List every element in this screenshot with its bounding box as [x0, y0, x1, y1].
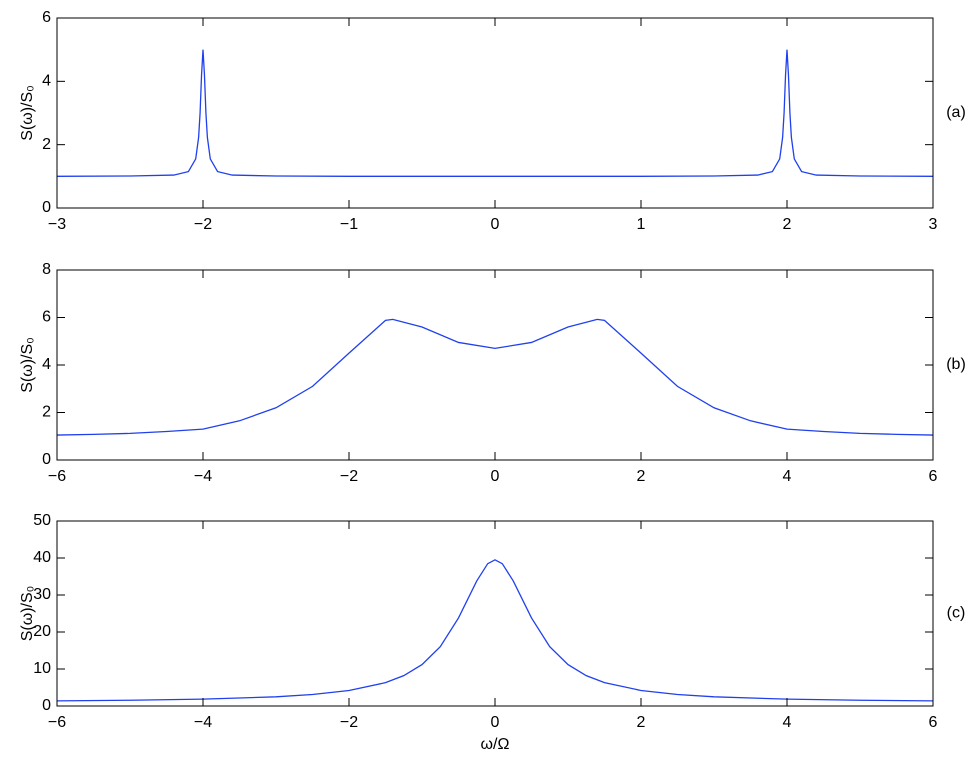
y-tick-label: 0 [42, 697, 51, 714]
x-tick-label: −4 [194, 714, 212, 731]
y-tick-label: 8 [42, 261, 51, 278]
panel-label: (a) [946, 104, 966, 121]
y-tick-label: 6 [42, 309, 51, 326]
axes-box [56, 17, 934, 209]
x-tick-label: −6 [48, 714, 66, 731]
y-tick-label: 2 [42, 404, 51, 421]
x-tick-label: 6 [929, 714, 938, 731]
y-tick-label: 2 [42, 136, 51, 153]
line-series [56, 559, 934, 702]
x-tick-label: 2 [637, 714, 646, 731]
x-tick-label: −2 [340, 468, 358, 485]
x-tick-label: 2 [783, 216, 792, 233]
x-tick-label: 6 [929, 468, 938, 485]
x-tick-label: 0 [491, 468, 500, 485]
line-series [56, 318, 934, 436]
axes-box [56, 269, 934, 461]
x-tick-label: 4 [783, 468, 792, 485]
axes-box [56, 520, 934, 707]
panel-label: (c) [947, 605, 966, 622]
y-tick-label: 50 [33, 512, 51, 529]
x-tick-label: 1 [637, 216, 646, 233]
y-axis-label: S(ω)/S₀ [19, 337, 36, 393]
x-tick-label: −6 [48, 468, 66, 485]
x-tick-label: −2 [194, 216, 212, 233]
y-axis-label: S(ω)/S₀ [19, 586, 36, 642]
x-axis-label: ω/Ω [481, 736, 510, 753]
y-tick-label: 4 [42, 356, 51, 373]
y-axis-label: S(ω)/S₀ [19, 85, 36, 141]
x-tick-label: −4 [194, 468, 212, 485]
x-tick-label: 0 [491, 216, 500, 233]
y-tick-label: 0 [42, 199, 51, 216]
panel-label: (b) [946, 356, 966, 373]
x-tick-label: 2 [637, 468, 646, 485]
y-tick-label: 6 [42, 9, 51, 26]
x-tick-label: −2 [340, 714, 358, 731]
y-tick-label: 20 [33, 623, 51, 640]
x-tick-label: −1 [340, 216, 358, 233]
y-tick-label: 4 [42, 73, 51, 90]
y-tick-label: 10 [33, 660, 51, 677]
y-tick-label: 0 [42, 451, 51, 468]
y-tick-label: 30 [33, 586, 51, 603]
y-tick-label: 40 [33, 549, 51, 566]
x-tick-label: 4 [783, 714, 792, 731]
x-tick-label: 0 [491, 714, 500, 731]
line-series [56, 49, 934, 177]
x-tick-label: 3 [929, 216, 938, 233]
x-tick-label: −3 [48, 216, 66, 233]
